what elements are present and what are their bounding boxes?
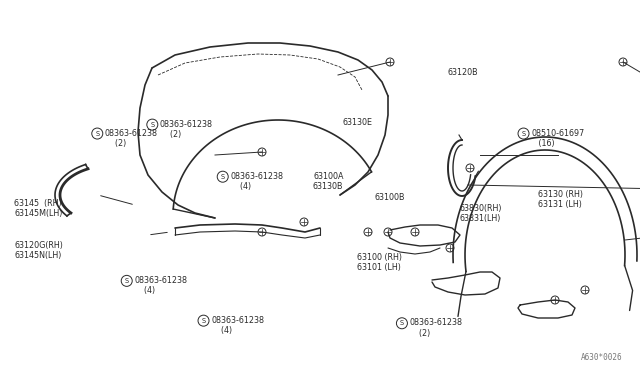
Text: S: S (125, 278, 129, 284)
Text: S: S (150, 122, 154, 128)
Text: S: S (522, 131, 525, 137)
Text: S: S (95, 131, 99, 137)
Text: 63145  (RH)
63145M(LH): 63145 (RH) 63145M(LH) (14, 199, 63, 218)
Text: 08363-61238
    (2): 08363-61238 (2) (105, 129, 158, 148)
Text: 63100A: 63100A (314, 172, 344, 181)
Text: S: S (400, 320, 404, 326)
Text: 08510-61697
   (16): 08510-61697 (16) (531, 129, 584, 148)
Text: 08363-61238
    (2): 08363-61238 (2) (410, 318, 463, 338)
Text: 63130 (RH)
63131 (LH): 63130 (RH) 63131 (LH) (538, 190, 582, 209)
Text: 63120G(RH)
63145N(LH): 63120G(RH) 63145N(LH) (14, 241, 63, 260)
Text: 63120B: 63120B (448, 68, 479, 77)
Text: 08363-61238
    (4): 08363-61238 (4) (230, 172, 284, 191)
Text: 08363-61238
    (4): 08363-61238 (4) (211, 316, 264, 335)
Text: 63830(RH)
63831(LH): 63830(RH) 63831(LH) (460, 204, 502, 223)
Text: 63130E: 63130E (342, 118, 372, 127)
Text: S: S (202, 318, 205, 324)
Text: 63100 (RH)
63101 (LH): 63100 (RH) 63101 (LH) (357, 253, 402, 272)
Text: 08363-61238
    (2): 08363-61238 (2) (160, 120, 213, 139)
Text: 63100B: 63100B (374, 193, 405, 202)
Text: 63130B: 63130B (312, 182, 343, 190)
Text: A630*0026: A630*0026 (580, 353, 622, 362)
Text: S: S (221, 174, 225, 180)
Text: 08363-61238
    (4): 08363-61238 (4) (134, 276, 188, 295)
